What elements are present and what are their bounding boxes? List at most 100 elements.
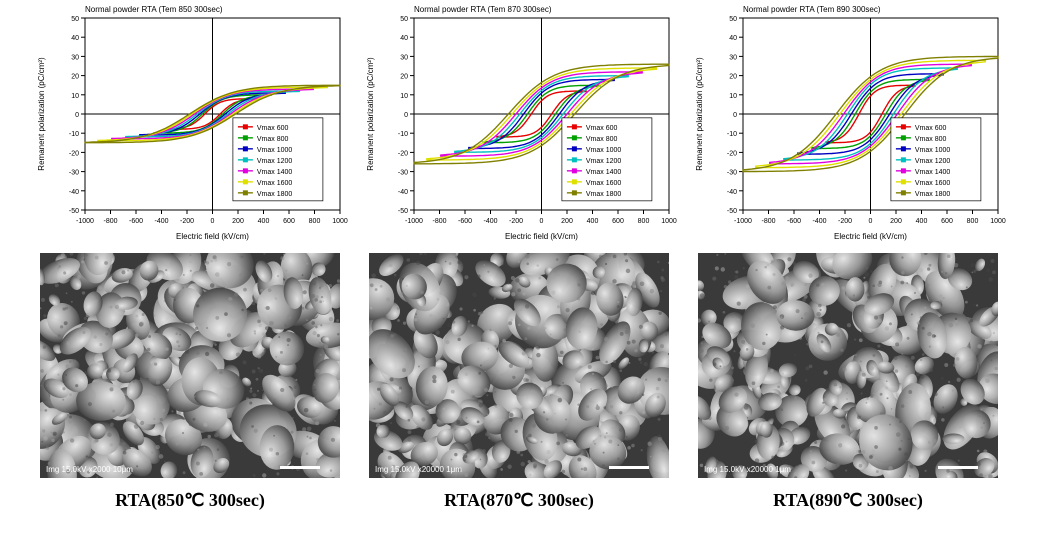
svg-text:0: 0 (540, 218, 544, 225)
svg-text:800: 800 (309, 218, 321, 225)
svg-text:30: 30 (729, 54, 737, 61)
svg-text:Vmax 1600: Vmax 1600 (257, 180, 293, 187)
svg-text:Vmax 1000: Vmax 1000 (915, 147, 951, 154)
panel-caption: RTA(850℃ 300sec) (30, 490, 350, 511)
svg-text:200: 200 (890, 218, 902, 225)
svg-text:1000: 1000 (332, 218, 348, 225)
svg-text:-600: -600 (458, 218, 472, 225)
svg-text:800: 800 (638, 218, 650, 225)
svg-text:-800: -800 (103, 218, 117, 225)
svg-text:-10: -10 (727, 131, 737, 138)
sem-image: Img 15.0kV x2000 10μm (40, 253, 340, 478)
svg-text:600: 600 (283, 218, 295, 225)
sem-label: Img 15.0kV x2000 10μm (46, 465, 133, 474)
svg-text:1000: 1000 (661, 218, 677, 225)
svg-text:Vmax 800: Vmax 800 (257, 136, 289, 143)
svg-text:50: 50 (729, 16, 737, 23)
svg-text:0: 0 (404, 112, 408, 119)
panel-caption: RTA(890℃ 300sec) (688, 490, 1008, 511)
svg-text:Normal powder RTA (Tem 890 300: Normal powder RTA (Tem 890 300sec) (743, 5, 881, 14)
svg-text:Vmax 1400: Vmax 1400 (915, 169, 951, 176)
svg-text:-10: -10 (398, 131, 408, 138)
svg-text:Vmax 1400: Vmax 1400 (586, 169, 622, 176)
svg-text:-800: -800 (432, 218, 446, 225)
svg-text:Vmax 1600: Vmax 1600 (915, 180, 951, 187)
svg-text:-30: -30 (69, 170, 79, 177)
svg-text:-600: -600 (129, 218, 143, 225)
svg-text:Vmax 1800: Vmax 1800 (915, 191, 951, 198)
svg-text:30: 30 (71, 54, 79, 61)
svg-text:10: 10 (400, 93, 408, 100)
svg-text:Vmax 1200: Vmax 1200 (915, 158, 951, 165)
svg-text:Vmax 1400: Vmax 1400 (257, 169, 293, 176)
svg-text:20: 20 (71, 74, 79, 81)
svg-text:-200: -200 (509, 218, 523, 225)
svg-text:Vmax 600: Vmax 600 (257, 125, 289, 132)
hysteresis-chart: Normal powder RTA (Tem 850 300sec) -1000 -… (30, 0, 350, 245)
svg-text:-50: -50 (398, 208, 408, 215)
hysteresis-chart: Normal powder RTA (Tem 890 300sec)-1000-… (688, 0, 1008, 245)
svg-text:Normal powder RTA (Tem 870 300: Normal powder RTA (Tem 870 300sec) (414, 5, 552, 14)
svg-text:-50: -50 (69, 208, 79, 215)
sem-image: Img 15.0kV x20000 1μm (698, 253, 998, 478)
svg-text:0: 0 (869, 218, 873, 225)
svg-text:Vmax 1200: Vmax 1200 (257, 158, 293, 165)
svg-text:-400: -400 (154, 218, 168, 225)
svg-text:0: 0 (733, 112, 737, 119)
svg-text:Vmax 600: Vmax 600 (586, 125, 618, 132)
svg-text:400: 400 (916, 218, 928, 225)
svg-text:Vmax 1000: Vmax 1000 (257, 147, 293, 154)
svg-text:-40: -40 (398, 189, 408, 196)
svg-text:20: 20 (729, 74, 737, 81)
svg-text:-400: -400 (483, 218, 497, 225)
svg-text:-200: -200 (180, 218, 194, 225)
svg-text:-1000: -1000 (405, 218, 423, 225)
svg-text:10: 10 (71, 93, 79, 100)
svg-text:40: 40 (400, 35, 408, 42)
svg-text:-200: -200 (838, 218, 852, 225)
hysteresis-chart: Normal powder RTA (Tem 870 300sec)-1000-… (359, 0, 679, 245)
svg-text:-40: -40 (69, 189, 79, 196)
svg-text:400: 400 (587, 218, 599, 225)
svg-text:Vmax 1800: Vmax 1800 (257, 191, 293, 198)
sem-label: Img 15.0kV x20000 1μm (375, 465, 462, 474)
svg-text:400: 400 (258, 218, 270, 225)
svg-text:0: 0 (75, 112, 79, 119)
sem-image: Img 15.0kV x20000 1μm (369, 253, 669, 478)
sem-label: Img 15.0kV x20000 1μm (704, 465, 791, 474)
svg-text:-600: -600 (787, 218, 801, 225)
svg-text:800: 800 (967, 218, 979, 225)
svg-text:Remanent polarization (pC/cm²): Remanent polarization (pC/cm²) (695, 57, 704, 171)
svg-text:Vmax 1600: Vmax 1600 (586, 180, 622, 187)
svg-text:Electric field (kV/cm): Electric field (kV/cm) (505, 232, 578, 241)
svg-text:-20: -20 (727, 150, 737, 157)
svg-text:Electric field (kV/cm): Electric field (kV/cm) (176, 232, 249, 241)
svg-text:0: 0 (211, 218, 215, 225)
svg-text:Electric field (kV/cm): Electric field (kV/cm) (834, 232, 907, 241)
svg-text:-800: -800 (761, 218, 775, 225)
svg-text:Remanent polarization (pC/cm²): Remanent polarization (pC/cm²) (37, 57, 46, 171)
svg-text:200: 200 (561, 218, 573, 225)
svg-text:30: 30 (400, 54, 408, 61)
svg-text:20: 20 (400, 74, 408, 81)
svg-text:-1000: -1000 (734, 218, 752, 225)
svg-text:-20: -20 (398, 150, 408, 157)
svg-text:50: 50 (71, 16, 79, 23)
svg-text:Vmax 600: Vmax 600 (915, 125, 947, 132)
svg-text:Remanent polarization (pC/cm²): Remanent polarization (pC/cm²) (366, 57, 375, 171)
svg-text:1000: 1000 (990, 218, 1006, 225)
svg-text:50: 50 (400, 16, 408, 23)
svg-text:-40: -40 (727, 189, 737, 196)
svg-text:-20: -20 (69, 150, 79, 157)
svg-text:40: 40 (729, 35, 737, 42)
svg-text:-30: -30 (727, 170, 737, 177)
svg-text:Vmax 1000: Vmax 1000 (586, 147, 622, 154)
svg-text:Normal powder RTA (Tem 850 300: Normal powder RTA (Tem 850 300sec) (85, 5, 223, 14)
svg-text:Vmax 1200: Vmax 1200 (586, 158, 622, 165)
svg-text:-50: -50 (727, 208, 737, 215)
panel-caption: RTA(870℃ 300sec) (359, 490, 679, 511)
svg-text:Vmax 800: Vmax 800 (586, 136, 618, 143)
svg-text:-1000: -1000 (76, 218, 94, 225)
svg-text:40: 40 (71, 35, 79, 42)
svg-text:600: 600 (612, 218, 624, 225)
